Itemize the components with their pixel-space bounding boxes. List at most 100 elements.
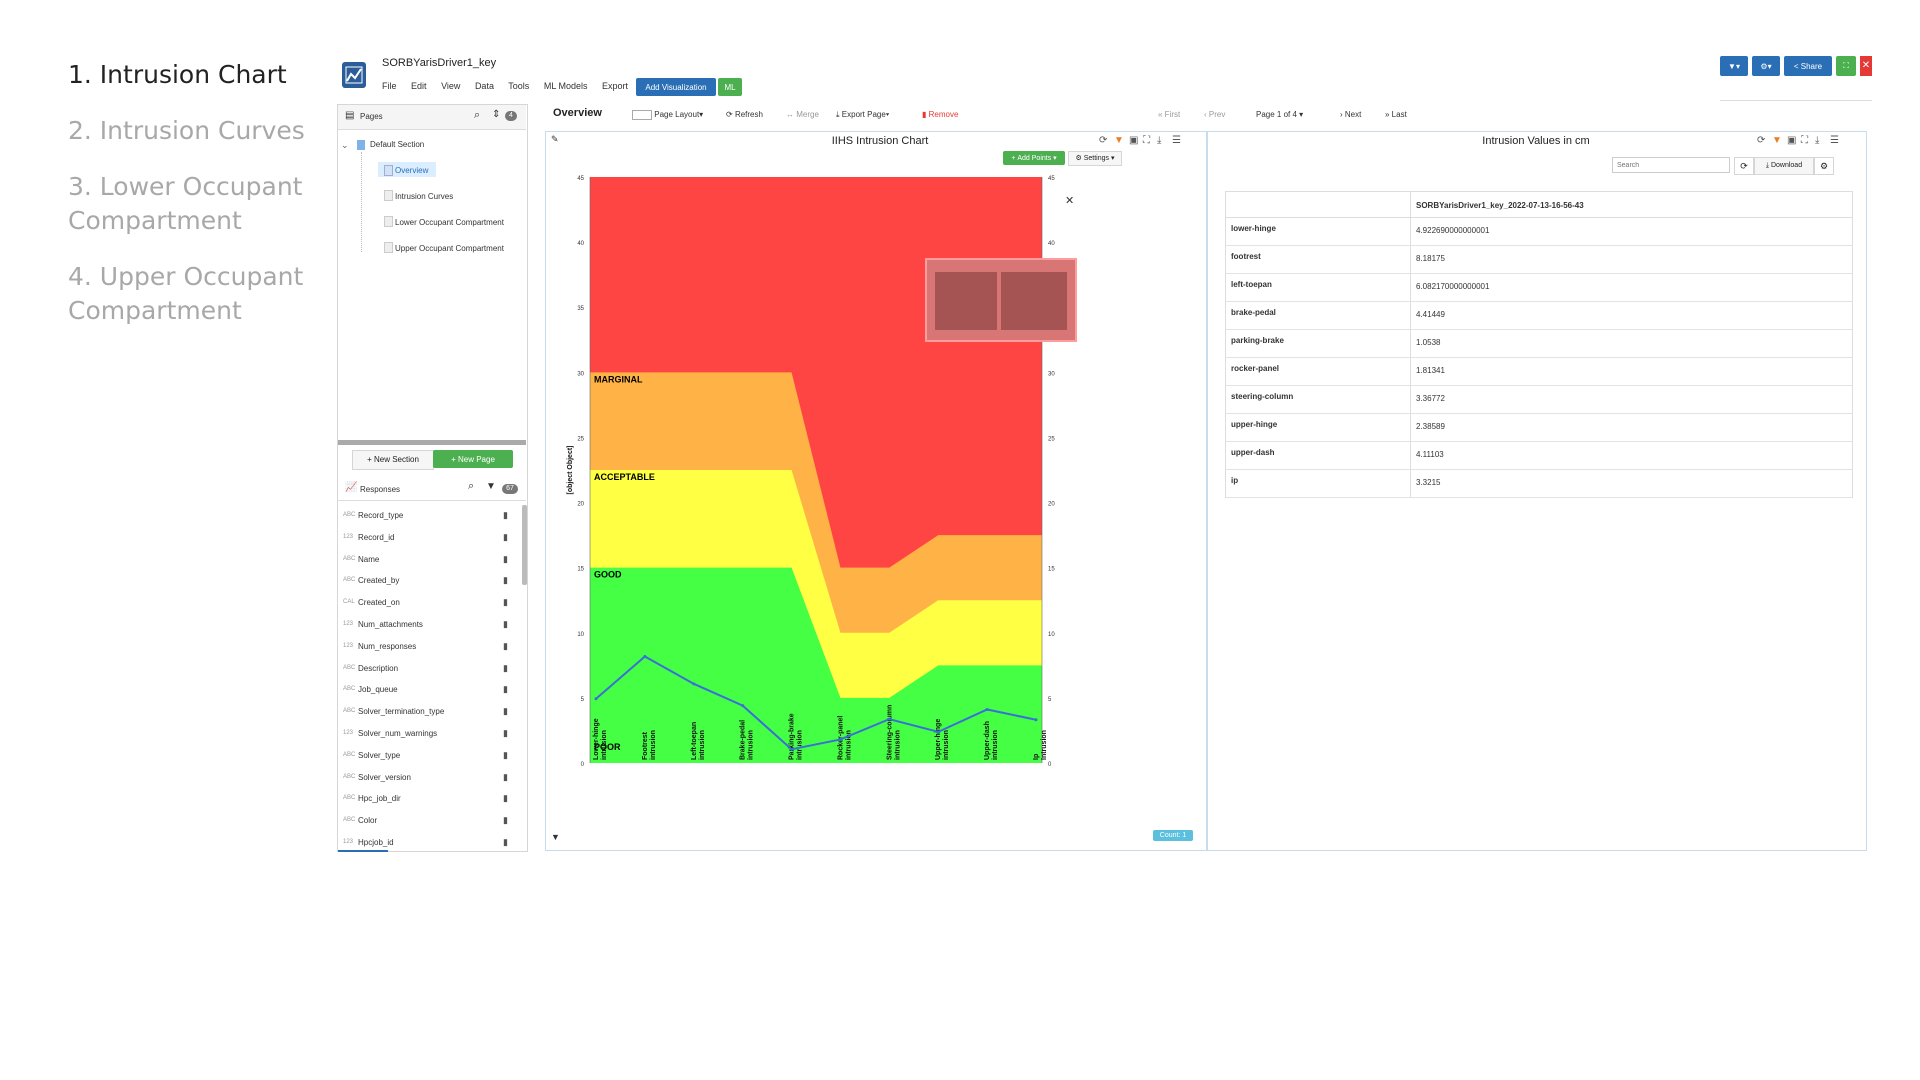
menu-export[interactable]: Export <box>602 81 629 91</box>
chart-settings-button[interactable]: ⚙ Settings ▾ <box>1068 151 1122 166</box>
table-row[interactable]: lower-hinge 4.922690000000001 <box>1226 217 1852 246</box>
table-row[interactable]: parking-brake 1.0538 <box>1226 329 1852 358</box>
responses-filter-icon[interactable]: ▼ <box>486 481 496 492</box>
export-page-button[interactable]: ⤓ Export Page▾ <box>836 110 890 119</box>
pages-search-icon[interactable]: ⌕ <box>474 109 481 121</box>
add-visualization-button[interactable]: Add Visualization <box>636 78 716 96</box>
response-item[interactable]: ABC Hpc_job_dir ▮ <box>343 791 508 809</box>
table-row[interactable]: brake-pedal 4.41449 <box>1226 301 1852 330</box>
edit-pencil-icon[interactable]: ✎ <box>551 134 559 144</box>
bar-chart-icon[interactable]: ▮ <box>503 531 508 542</box>
chevron-down-icon[interactable]: ⌄ <box>341 140 349 150</box>
outline-item-4[interactable]: 4. Upper Occupant Compartment <box>68 262 304 325</box>
menu-view[interactable]: View <box>441 81 461 91</box>
menu-icon[interactable]: ☰ <box>1830 135 1839 146</box>
responses-scrollbar[interactable] <box>522 505 527 585</box>
download-icon[interactable]: ⤓ <box>1157 135 1162 146</box>
response-item[interactable]: ABC Solver_type ▮ <box>343 748 508 766</box>
bar-chart-icon[interactable]: ▮ <box>503 749 508 760</box>
bar-chart-icon[interactable]: ▮ <box>503 837 508 847</box>
table-settings-button[interactable]: ⚙ <box>1814 157 1834 175</box>
download-icon[interactable]: ⤓ <box>1815 135 1820 146</box>
checkbox-icon[interactable]: ▣ <box>1787 135 1797 146</box>
response-item[interactable]: ABC Solver_version ▮ <box>343 770 508 788</box>
expand-icon[interactable]: ⛶ <box>1801 135 1808 146</box>
response-item[interactable]: ABC Name ▮ <box>343 552 508 570</box>
response-item[interactable]: ABC Color ▮ <box>343 813 508 831</box>
thumbnail-image[interactable] <box>925 258 1077 342</box>
new-section-button[interactable]: + New Section <box>352 450 434 470</box>
section-default[interactable]: Default Section <box>370 140 425 149</box>
responses-search-icon[interactable]: ⌕ <box>468 480 475 492</box>
filter-icon[interactable]: ▼ <box>1114 135 1124 146</box>
page-item-intrusion-curves[interactable]: Intrusion Curves <box>395 192 454 201</box>
bar-chart-icon[interactable]: ▮ <box>503 662 508 673</box>
fullscreen-button[interactable]: ⛶ <box>1836 56 1856 76</box>
response-item[interactable]: 123 Solver_num_warnings ▮ <box>343 726 508 744</box>
response-item[interactable]: ABC Record_type ▮ <box>343 508 508 526</box>
refresh-icon[interactable]: ⟳ <box>1757 135 1766 146</box>
collapse-arrow-icon[interactable]: ▼ <box>551 832 560 842</box>
bar-chart-icon[interactable]: ▮ <box>503 684 508 695</box>
table-search-input[interactable] <box>1612 157 1730 173</box>
bar-chart-icon[interactable]: ▮ <box>503 706 508 717</box>
outline-item-1[interactable]: 1. Intrusion Chart <box>68 60 287 89</box>
response-item[interactable]: CAL Created_on ▮ <box>343 595 508 613</box>
settings-dropdown-button[interactable]: ⚙▾ <box>1752 56 1780 76</box>
prev-button[interactable]: ‹ Prev <box>1204 110 1226 119</box>
close-overlay-icon[interactable]: ✕ <box>1065 195 1075 207</box>
close-button[interactable]: ✕ <box>1860 56 1872 76</box>
table-download-button[interactable]: ⤓ Download <box>1754 157 1814 175</box>
bar-chart-icon[interactable]: ▮ <box>503 728 508 738</box>
response-item[interactable]: 123 Num_attachments ▮ <box>343 617 508 635</box>
response-item[interactable]: 123 Record_id ▮ <box>343 530 508 548</box>
table-row[interactable]: ip 3.3215 <box>1226 469 1852 498</box>
response-item[interactable]: ABC Solver_termination_type ▮ <box>343 704 508 722</box>
page-layout-button[interactable]: Page Layout▾ <box>632 110 703 120</box>
outline-item-2[interactable]: 2. Intrusion Curves <box>68 116 305 145</box>
bar-chart-icon[interactable]: ▮ <box>503 575 508 586</box>
merge-button[interactable]: ↔ Merge <box>786 110 819 119</box>
expand-icon[interactable]: ⛶ <box>1143 135 1150 146</box>
share-button[interactable]: < Share <box>1784 56 1832 76</box>
bar-chart-icon[interactable]: ▮ <box>503 815 508 826</box>
refresh-icon[interactable]: ⟳ <box>1099 135 1108 146</box>
bar-chart-icon[interactable]: ▮ <box>503 771 508 782</box>
response-item[interactable]: ABC Description ▮ <box>343 661 508 679</box>
add-points-button[interactable]: + Add Points ▾ <box>1003 151 1065 165</box>
next-button[interactable]: › Next <box>1340 110 1362 119</box>
filter-dropdown-button[interactable]: ▼▾ <box>1720 56 1748 76</box>
panel-splitter[interactable] <box>338 440 526 445</box>
menu-icon[interactable]: ☰ <box>1172 135 1181 146</box>
bar-chart-icon[interactable]: ▮ <box>503 640 508 651</box>
page-item-upper-occupant[interactable]: Upper Occupant Compartment <box>395 244 504 253</box>
response-item[interactable]: 123 Num_responses ▮ <box>343 639 508 657</box>
table-row[interactable]: footrest 8.18175 <box>1226 245 1852 274</box>
response-item[interactable]: ABC Job_queue ▮ <box>343 682 508 700</box>
bar-chart-icon[interactable]: ▮ <box>503 597 508 608</box>
ml-button[interactable]: ML <box>718 78 742 96</box>
new-page-button[interactable]: + New Page <box>433 450 513 468</box>
filter-icon[interactable]: ▼ <box>1772 135 1782 146</box>
refresh-button[interactable]: ⟳ Refresh <box>726 110 763 119</box>
outline-item-3[interactable]: 3. Lower Occupant Compartment <box>68 172 303 235</box>
table-row[interactable]: steering-column 3.36772 <box>1226 385 1852 414</box>
table-row[interactable]: rocker-panel 1.81341 <box>1226 357 1852 386</box>
bar-chart-icon[interactable]: ▮ <box>503 793 508 804</box>
bar-chart-icon[interactable]: ▮ <box>503 619 508 629</box>
table-refresh-button[interactable]: ⟳ <box>1734 157 1754 175</box>
bar-chart-icon[interactable]: ▮ <box>503 553 508 564</box>
response-item[interactable]: 123 Hpcjob_id ▮ <box>343 835 508 853</box>
table-row[interactable]: upper-dash 4.11103 <box>1226 441 1852 470</box>
menu-data[interactable]: Data <box>474 81 494 91</box>
checkbox-icon[interactable]: ▣ <box>1129 135 1139 146</box>
bar-chart-icon[interactable]: ▮ <box>503 510 508 520</box>
menu-edit[interactable]: Edit <box>411 81 427 91</box>
menu-file[interactable]: File <box>382 81 397 91</box>
response-item[interactable]: ABC Created_by ▮ <box>343 573 508 591</box>
menu-tools[interactable]: Tools <box>508 81 530 91</box>
table-row[interactable]: upper-hinge 2.38589 <box>1226 413 1852 442</box>
pages-sort-icon[interactable]: ⇕ <box>492 109 501 120</box>
first-button[interactable]: « First <box>1158 110 1181 119</box>
last-button[interactable]: » Last <box>1385 110 1407 119</box>
